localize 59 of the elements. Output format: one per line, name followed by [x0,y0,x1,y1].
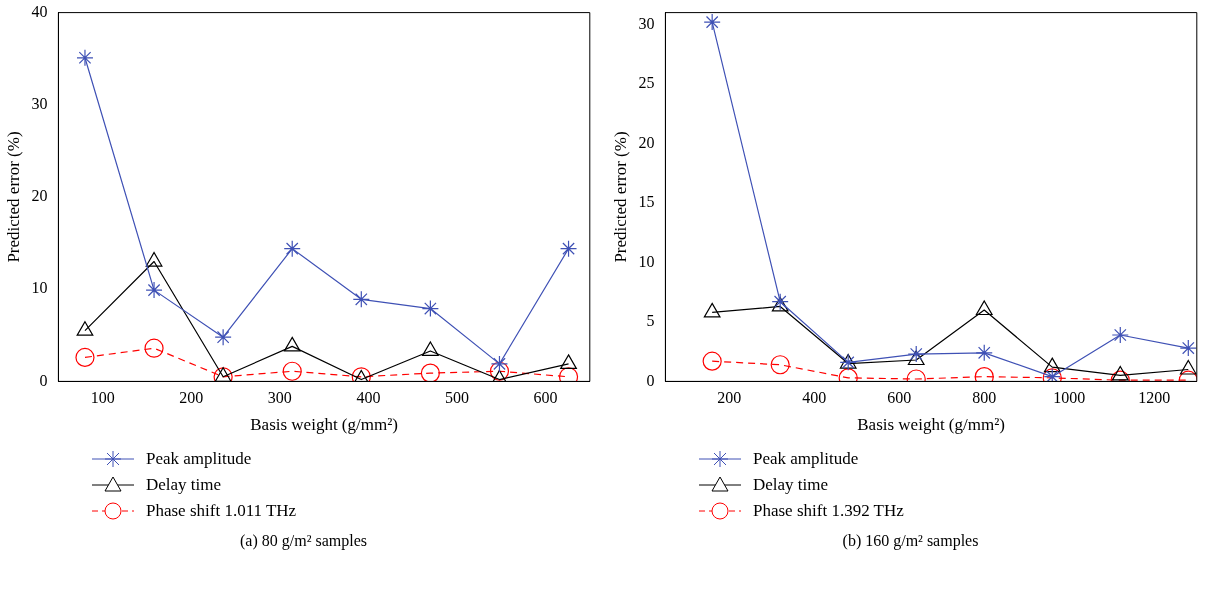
point [489,361,510,381]
x-axis-title: Basis weight (g/mm²) [250,415,398,435]
point [490,355,509,373]
point [560,354,577,369]
y-tick-label: 20 [31,187,48,205]
point [420,363,440,382]
point [283,336,301,352]
y-tick-label: 15 [638,193,655,211]
text: (a) 80 g/m² samples [239,532,368,550]
x-tick-label: 300 [267,389,292,407]
point [703,302,721,318]
point [75,347,95,368]
x-tick-label: 200 [179,389,204,407]
point [283,240,301,258]
legend-label: Delay time [146,475,222,495]
x-tick-label: 1000 [1053,389,1086,407]
x-tick-label: 400 [802,389,827,407]
x-axis-title: Basis weight (g/mm²) [857,415,1005,435]
point [352,290,370,308]
x-tick-label: 800 [972,389,997,407]
point [1111,365,1129,381]
y-tick-label: 10 [638,252,655,270]
legend-label: Delay time [753,475,829,495]
point [559,240,578,258]
point [145,281,163,299]
legend-label: Peak amplitude [753,449,859,469]
point [975,300,993,316]
point [421,341,439,357]
y-tick-label: 20 [638,133,655,151]
point [1179,359,1197,375]
point [1043,357,1061,373]
point [282,361,302,381]
y-tick-label: 25 [638,74,655,92]
legend-label: Phase shift 1.392 THz [753,501,904,521]
point [144,338,164,358]
legend-label: Peak amplitude [146,449,252,469]
y-tick-label: 0 [39,371,48,389]
y-tick-label: 30 [31,95,48,112]
x-tick-label: 400 [356,389,381,407]
y-axis-title: Predicted error (%) [610,131,630,263]
x-tick-label: 600 [887,389,912,407]
point [703,13,721,31]
x-tick-label: 500 [444,389,469,407]
y-tick-label: 10 [31,279,48,297]
point [421,299,439,318]
point [76,321,94,336]
x-tick-label: 200 [717,389,742,407]
x-tick-label: 600 [533,389,558,407]
y-tick-label: 0 [646,371,655,389]
y-axis-title: Predicted error (%) [3,131,23,263]
point [214,328,232,346]
x-tick-label: 1200 [1138,389,1171,407]
y-tick-label: 40 [31,2,48,20]
y-tick-label: 5 [646,312,655,330]
y-tick-label: 30 [638,14,655,32]
text: (b) 160 g/m² samples [841,532,980,550]
legend-label: Phase shift 1.011 THz [146,501,297,521]
x-tick-label: 100 [90,389,115,407]
point [907,350,925,366]
